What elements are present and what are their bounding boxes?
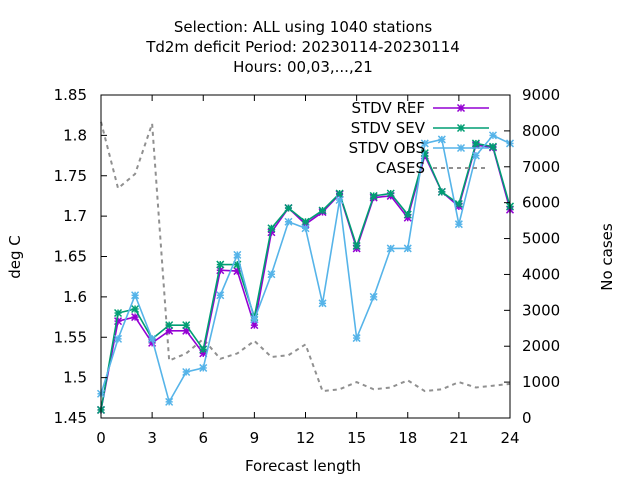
data-point-stdv-sev [165,321,174,330]
data-point-stdv-obs [352,334,361,343]
y2-tick-label: 0 [522,409,532,427]
data-point-stdv-sev [369,191,378,200]
data-point-stdv-obs [318,299,327,308]
data-point-stdv-sev [284,204,293,213]
data-point-stdv-sev [403,210,412,219]
y2-tick-label: 3000 [522,301,560,319]
data-point-stdv-sev [199,345,208,354]
plot-frame [100,94,511,419]
data-point-stdv-obs [267,270,276,279]
data-point-stdv-sev [471,139,480,148]
y2-tick-label: 4000 [522,265,560,283]
data-point-stdv-sev [182,321,191,330]
data-point-stdv-sev [267,224,276,233]
x-tick-label: 15 [347,429,366,447]
y-tick-label: 1.7 [63,207,87,225]
series-layer [96,121,515,414]
y2-tick-label: 8000 [522,122,560,140]
data-point-stdv-sev [114,308,123,318]
legend-marker-stdv-obs [456,143,466,153]
y-tick-label: 1.55 [54,328,87,346]
data-point-stdv-obs [131,291,140,300]
data-point-stdv-obs [437,135,446,144]
data-point-stdv-obs [250,315,259,324]
legend-label-stdv-sev: STDV SEV [351,119,426,137]
data-point-stdv-obs [454,220,463,229]
y-tick-label: 1.75 [54,167,87,185]
legend-label-cases: CASES [376,159,425,177]
y-tick-label: 1.6 [63,288,87,306]
data-point-stdv-obs [369,292,378,301]
title-line-3: Hours: 00,03,...,21 [233,58,373,76]
y-tick-label: 1.45 [54,409,87,427]
x-tick-label: 9 [250,429,260,447]
data-point-stdv-sev [437,187,446,196]
series-line-cases [100,121,511,393]
data-point-stdv-obs [182,367,191,377]
data-point-stdv-obs [488,131,497,140]
data-point-stdv-obs [471,151,480,160]
data-point-stdv-sev [216,260,225,269]
data-point-stdv-sev [335,189,344,198]
x-tick-label: 21 [449,429,468,447]
y-axis-label: deg C [6,235,24,279]
x-tick-label: 12 [296,429,315,447]
y2-tick-label: 1000 [522,373,560,391]
data-point-stdv-obs [386,244,395,253]
x-tick-label: 6 [198,429,208,447]
data-point-stdv-obs [284,217,293,226]
x-tick-label: 24 [500,429,519,447]
data-point-stdv-obs [148,334,157,343]
legend-marker-stdv-ref [456,103,466,113]
data-point-stdv-obs [199,363,208,372]
y-tick-label: 1.65 [54,248,87,266]
data-point-stdv-obs [301,224,310,233]
x-tick-label: 3 [147,429,157,447]
data-point-stdv-sev [352,241,361,251]
data-point-stdv-sev [301,217,310,226]
title-line-2: Td2m deficit Period: 20230114-20230114 [145,38,460,56]
y2-tick-label: 2000 [522,337,560,355]
chart-title: Selection: ALL using 1040 stations Td2m … [145,18,460,76]
x-tick-label: 18 [398,429,417,447]
data-point-stdv-obs [233,250,242,259]
legend-label-stdv-ref: STDV REF [351,99,425,117]
data-point-stdv-sev [131,304,140,314]
y2-tick-label: 7000 [522,158,560,176]
data-point-stdv-obs [216,291,225,300]
y-tick-label: 1.8 [63,126,87,144]
data-point-stdv-obs [420,139,429,148]
y-tick-label: 1.85 [54,86,87,104]
data-point-stdv-obs [165,397,174,406]
legend: STDV REF STDV SEV STDV OBS CASES [349,99,489,177]
legend-marker-stdv-sev [456,123,466,133]
legend-label-stdv-obs: STDV OBS [349,139,425,157]
data-point-stdv-obs [335,195,344,205]
y2-axis-label: No cases [598,223,616,291]
ticks-layer: 0 3 6 9 12 15 18 21 24 1.45 1.5 1.55 1.6 1.65 1.7 1.75 1… [54,86,561,447]
data-point-stdv-sev [488,142,497,151]
y2-tick-label: 9000 [522,86,560,104]
data-point-stdv-obs [403,244,412,253]
data-point-stdv-sev [386,189,395,198]
y2-tick-label: 5000 [522,230,560,248]
data-point-stdv-sev [318,206,327,215]
data-point-stdv-sev [454,199,463,209]
x-axis-label: Forecast length [245,457,361,475]
x-tick-label: 0 [96,429,106,447]
y-tick-label: 1.5 [63,369,87,387]
data-point-stdv-obs [114,334,123,343]
y2-tick-label: 6000 [522,194,560,212]
data-point-stdv-ref [131,313,140,322]
title-line-1: Selection: ALL using 1040 stations [174,18,433,36]
